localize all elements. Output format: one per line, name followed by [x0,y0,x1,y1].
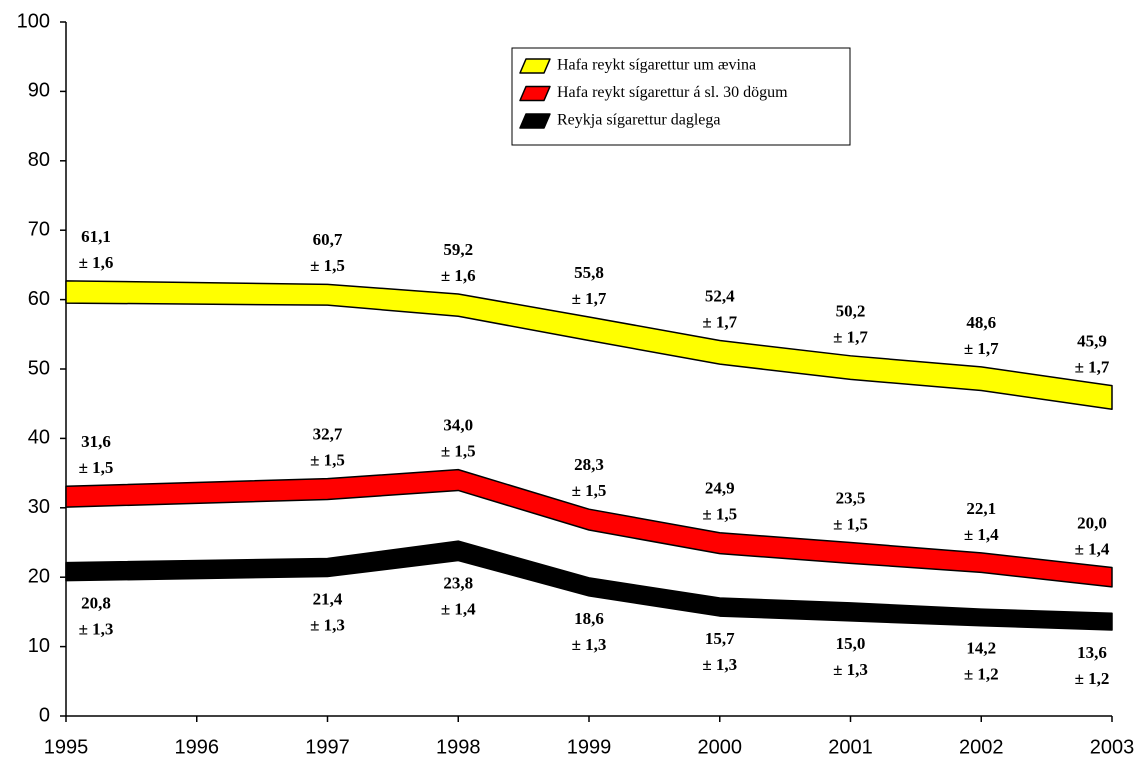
value-label: 48,6 [966,313,996,332]
value-label: 20,0 [1077,513,1107,532]
value-label: 55,8 [574,263,604,282]
value-label: 61,1 [81,227,111,246]
error-label: ± 1,2 [964,665,999,684]
error-label: ± 1,3 [702,655,737,674]
legend-box [511,47,851,146]
error-label: ± 1,5 [702,505,737,524]
legend-label: Reykja sígarettur daglega [557,112,721,129]
value-label: 14,2 [966,639,996,658]
y-tick-label: 20 [28,565,50,587]
y-tick-label: 10 [28,635,50,657]
error-label: ± 1,7 [833,328,868,347]
x-tick-label: 2000 [698,736,743,758]
error-label: ± 1,2 [1075,669,1110,688]
y-tick-label: 80 [28,149,50,171]
value-label: 50,2 [836,302,866,321]
band [65,280,1113,411]
error-label: ± 1,4 [1075,539,1110,558]
legend-swatch [519,85,551,102]
value-label: 31,6 [81,432,111,451]
value-label: 52,4 [705,286,735,305]
value-label: 23,5 [836,488,866,507]
legend-label: Hafa reykt sígarettur á sl. 30 dögum [557,84,788,101]
x-tick-label: 1995 [44,736,89,758]
error-label: ± 1,3 [833,660,868,679]
value-label: 59,2 [443,240,473,259]
value-label: 22,1 [966,499,996,518]
error-label: ± 1,5 [441,442,476,461]
legend-swatch [519,58,551,74]
y-tick-label: 60 [28,288,50,310]
x-tick-label: 2003 [1090,736,1135,758]
x-tick-label: 2001 [828,736,873,758]
value-label: 13,6 [1077,643,1107,662]
value-label: 45,9 [1077,332,1107,351]
value-label: 60,7 [313,230,343,249]
error-label: ± 1,3 [79,620,114,639]
x-tick-label: 2002 [959,736,1004,758]
error-label: ± 1,6 [79,253,114,272]
y-tick-label: 90 [28,80,50,102]
y-tick-label: 70 [28,218,50,240]
x-tick-label: 1997 [305,736,350,758]
error-label: ± 1,4 [441,599,476,618]
error-label: ± 1,7 [572,289,607,308]
x-tick-label: 1998 [436,736,481,758]
error-label: ± 1,7 [702,312,737,331]
value-label: 15,0 [836,634,866,653]
value-label: 28,3 [574,455,604,474]
error-label: ± 1,6 [441,266,476,285]
error-label: ± 1,3 [310,615,345,634]
value-label: 20,8 [81,594,111,613]
band [65,540,1113,631]
error-label: ± 1,7 [964,339,999,358]
error-label: ± 1,7 [1075,358,1110,377]
error-label: ± 1,5 [833,514,868,533]
value-label: 34,0 [443,416,473,435]
value-label: 23,8 [443,573,473,592]
y-tick-label: 40 [28,427,50,449]
x-tick-label: 1996 [175,736,220,758]
y-tick-label: 30 [28,496,50,518]
error-label: ± 1,3 [572,635,607,654]
error-label: ± 1,5 [79,458,114,477]
value-label: 15,7 [705,629,735,648]
legend-label: Hafa reykt sígarettur um ævina [557,57,756,74]
value-label: 18,6 [574,609,604,628]
legend-swatch [519,113,551,129]
value-label: 32,7 [313,425,343,444]
error-label: ± 1,5 [310,256,345,275]
y-tick-label: 100 [17,10,50,32]
error-label: ± 1,5 [572,481,607,500]
y-tick-label: 50 [28,357,50,379]
value-label: 24,9 [705,479,735,498]
error-label: ± 1,4 [964,525,999,544]
error-label: ± 1,5 [310,451,345,470]
value-label: 21,4 [313,589,343,608]
y-tick-label: 0 [39,704,50,726]
x-tick-label: 1999 [567,736,612,758]
band [65,468,1113,588]
